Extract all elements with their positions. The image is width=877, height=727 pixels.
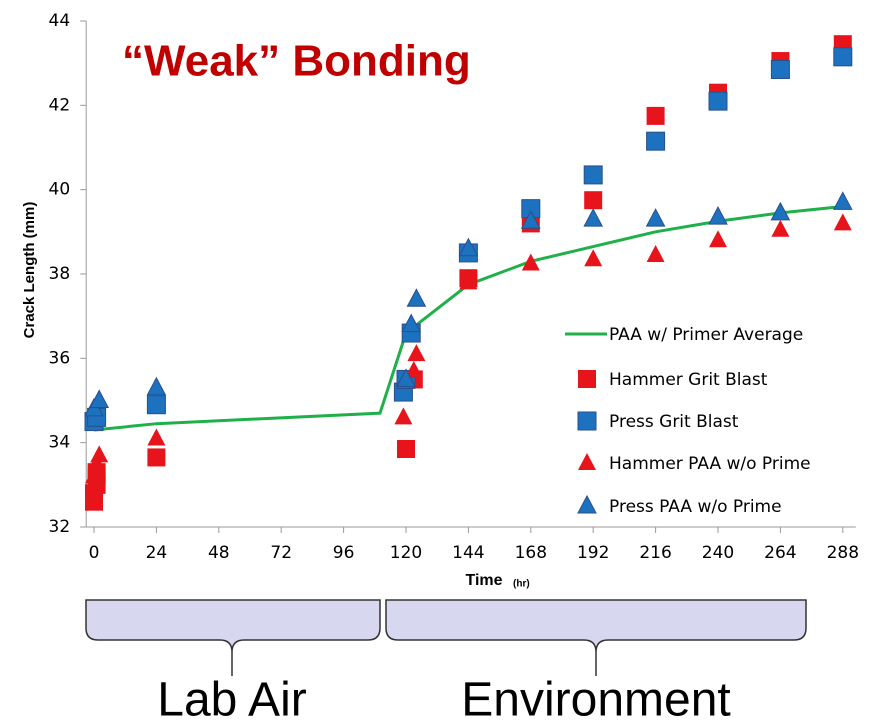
x-tick-label: 168 <box>515 543 547 563</box>
x-tick-label: 48 <box>208 543 230 563</box>
point <box>147 428 166 446</box>
x-tick-label: 192 <box>577 543 609 563</box>
bracket <box>385 599 807 676</box>
point <box>147 448 166 467</box>
point <box>584 191 603 210</box>
point <box>407 344 426 362</box>
point <box>406 288 427 307</box>
legend-marker <box>577 411 597 431</box>
x-tick-label: 288 <box>827 543 859 563</box>
point <box>401 313 422 333</box>
x-tick-label: 264 <box>764 543 796 563</box>
point <box>394 407 413 425</box>
point <box>396 368 416 387</box>
point <box>521 253 540 271</box>
point <box>459 272 478 290</box>
point <box>85 466 103 484</box>
point <box>646 106 665 125</box>
x-tick-label: 96 <box>333 543 355 563</box>
point <box>583 208 604 227</box>
annotation: Lab Air <box>157 674 306 727</box>
chart-title: “Weak” Bonding <box>122 37 471 86</box>
x-tick-label: 216 <box>639 543 671 563</box>
point <box>89 389 110 408</box>
point <box>584 249 603 267</box>
x-tick-label: 24 <box>146 543 168 563</box>
point <box>646 245 665 263</box>
y-tick-label: 38 <box>49 264 71 284</box>
y-tick-label: 42 <box>49 95 71 115</box>
legend-marker <box>577 494 597 514</box>
point <box>458 237 479 257</box>
point <box>832 191 853 210</box>
x-tick-label: 144 <box>452 543 484 563</box>
legend-marker <box>578 370 596 388</box>
point <box>708 206 728 225</box>
point <box>146 395 166 415</box>
legend-label: Press PAA w/o Prime <box>609 497 782 517</box>
point <box>771 219 790 237</box>
point <box>709 230 727 248</box>
point <box>833 47 853 67</box>
legend-label: Hammer PAA w/o Prime <box>609 454 811 474</box>
y-tick-label: 36 <box>49 348 71 368</box>
point <box>708 91 728 111</box>
point <box>833 213 852 231</box>
y-tick-label: 44 <box>49 11 71 31</box>
x-axis-unit: (hr) <box>513 579 530 590</box>
legend-label: Hammer Grit Blast <box>609 370 768 390</box>
point <box>404 360 423 378</box>
legend-marker <box>578 453 596 470</box>
annotation: Environment <box>461 674 730 727</box>
point <box>583 165 603 185</box>
point <box>397 439 415 458</box>
point <box>520 210 541 229</box>
x-tick-label: 240 <box>702 543 734 563</box>
y-tick-label: 40 <box>49 180 71 200</box>
point <box>770 59 790 79</box>
x-tick-label: 72 <box>270 543 292 563</box>
point <box>646 131 666 151</box>
point <box>645 208 666 227</box>
x-tick-label: 120 <box>390 543 422 563</box>
y-axis-title: Crack Length (mm) <box>21 202 38 339</box>
y-tick-label: 32 <box>49 517 71 537</box>
x-tick-label: 0 <box>89 543 100 563</box>
point <box>770 201 791 221</box>
legend-label: PAA w/ Primer Average <box>609 325 803 345</box>
x-axis-title: Time <box>465 572 502 589</box>
bracket <box>85 599 381 676</box>
y-tick-label: 34 <box>49 433 71 453</box>
point <box>146 376 167 396</box>
legend-label: Press Grit Blast <box>609 412 739 432</box>
point <box>90 445 109 463</box>
